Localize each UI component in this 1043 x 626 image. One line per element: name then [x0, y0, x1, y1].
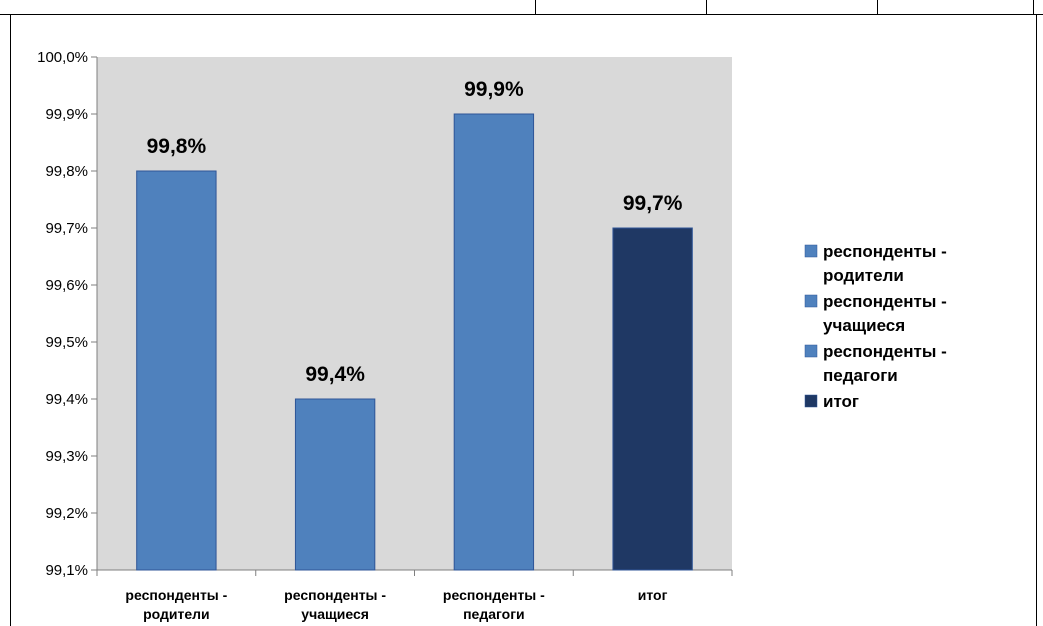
data-label: 99,4% [305, 363, 365, 386]
legend-label: респонденты - [823, 292, 947, 311]
legend-swatch [804, 394, 818, 408]
x-category-label: респонденты - [284, 587, 386, 603]
legend: респонденты - родители респонденты - учащие… [804, 242, 947, 411]
data-label: 99,9% [464, 78, 524, 101]
x-category-label: родители [143, 606, 210, 622]
y-tick-label: 99,3% [45, 448, 88, 465]
bar [294, 398, 376, 571]
legend-label: педагоги [823, 366, 898, 385]
chart-frame-left [10, 14, 11, 626]
x-axis: респонденты - родители респонденты - учащие… [96, 569, 733, 622]
data-labels: 99,8% 99,4% 99,9% 99,7% [147, 78, 683, 386]
x-category-label: педагоги [463, 606, 525, 622]
chart-frame-right [1036, 14, 1037, 626]
x-category-label: респонденты - [443, 587, 545, 603]
y-tick-label: 99,6% [45, 277, 88, 294]
y-tick-label: 99,5% [45, 334, 88, 351]
sheet-cell [878, 0, 1034, 14]
legend-swatch [804, 344, 818, 358]
x-category-label: итог [638, 587, 668, 603]
y-tick-label: 100,0% [37, 49, 88, 66]
bars [136, 113, 693, 571]
y-tick-label: 99,1% [45, 562, 88, 579]
data-label: 99,8% [147, 135, 207, 158]
legend-swatch [804, 244, 818, 258]
x-category-label: респонденты - [125, 587, 227, 603]
legend-label: родители [823, 266, 904, 285]
y-tick-label: 99,8% [45, 163, 88, 180]
sheet-cell [707, 0, 878, 14]
legend-label: респонденты - [823, 342, 947, 361]
bar [453, 113, 535, 571]
legend-swatch [804, 294, 818, 308]
bar [612, 227, 693, 571]
bar [136, 170, 217, 571]
y-tick-label: 99,9% [45, 106, 88, 123]
legend-label: учащиеся [823, 316, 905, 335]
y-axis: 99,1% 99,2% 99,3% 99,4% 99,5% 99,6% 99,7% 99,8%… [37, 49, 98, 579]
x-category-label: учащиеся [301, 606, 369, 622]
legend-label: респонденты - [823, 242, 947, 261]
legend-label: итог [823, 392, 859, 411]
y-tick-label: 99,2% [45, 505, 88, 522]
y-tick-label: 99,7% [45, 220, 88, 237]
y-tick-label: 99,4% [45, 391, 88, 408]
sheet-top-border [0, 0, 1043, 15]
sheet-cell [536, 0, 707, 14]
sheet-cell [0, 0, 536, 14]
data-label: 99,7% [623, 192, 683, 215]
